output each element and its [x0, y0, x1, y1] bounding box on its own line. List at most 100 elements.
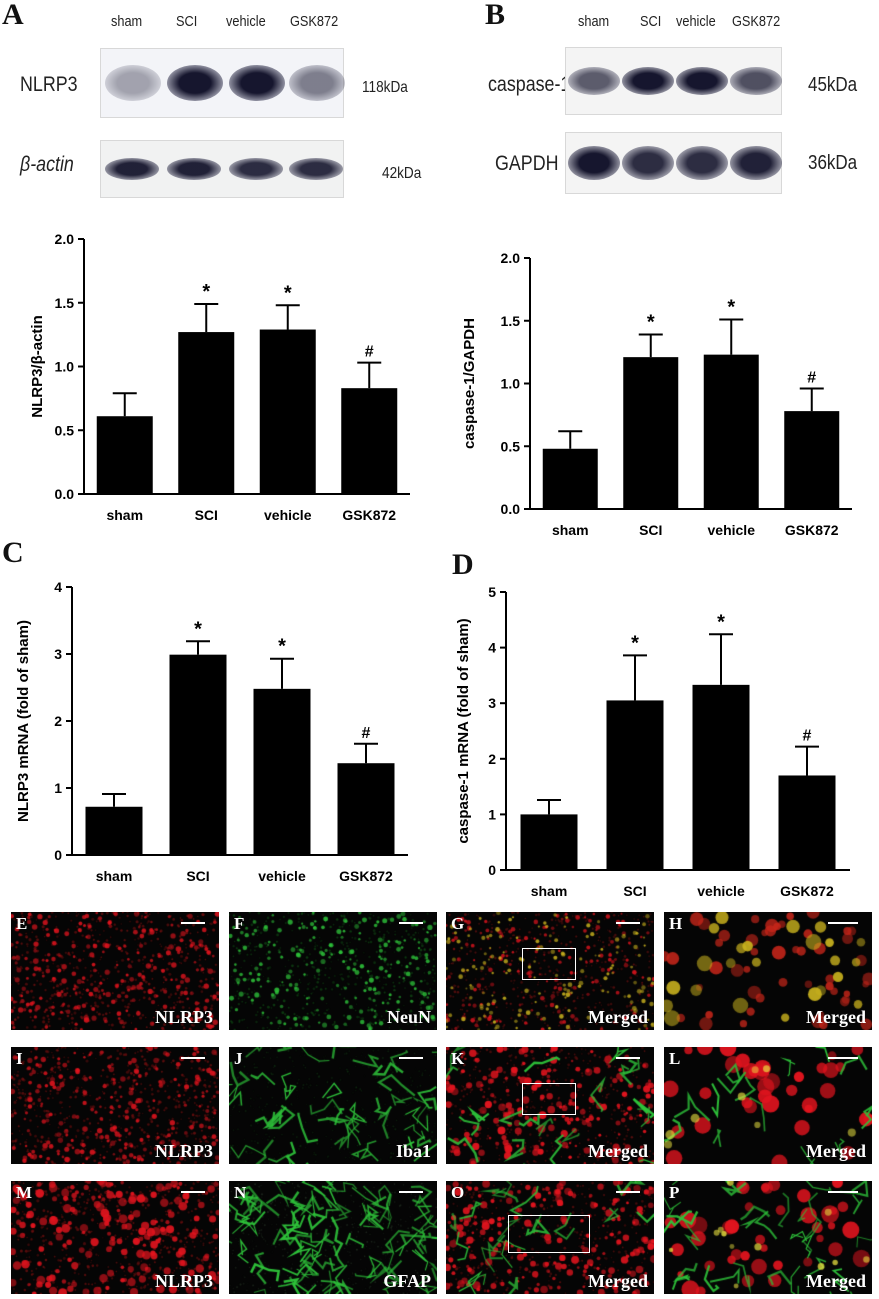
micrograph-image	[446, 912, 654, 1030]
micrograph-letter: H	[669, 914, 683, 933]
y-tick-label: 1.0	[55, 359, 75, 375]
y-tick-label: 0.0	[55, 486, 75, 502]
micrograph-h: H Merged	[664, 912, 872, 1030]
blot-a-kda-2: 42kDa	[382, 165, 422, 182]
micrograph-o: O Merged	[446, 1181, 654, 1294]
micrograph-letter: E	[16, 914, 28, 933]
micrograph-letter: F	[234, 914, 245, 933]
micrograph-image	[664, 1181, 872, 1294]
scale-bar	[828, 1191, 858, 1193]
x-tick-label-vehicle: vehicle	[708, 522, 756, 538]
scale-bar	[399, 1191, 423, 1193]
x-tick-label-sham: sham	[552, 522, 589, 538]
micrograph-stain-label: NLRP3	[155, 1271, 213, 1291]
bar-sham	[96, 416, 153, 494]
scale-bar	[616, 1191, 640, 1193]
y-axis-label: NLRP3 mRNA (fold of sham)	[15, 620, 32, 822]
x-tick-label-GSK872: GSK872	[785, 522, 839, 538]
x-tick-label-SCI: SCI	[639, 522, 662, 538]
micrograph-letter: G	[451, 914, 465, 933]
micrograph-l: L Merged	[664, 1047, 872, 1164]
panel-label-c: C	[2, 536, 24, 569]
significance-SCI: *	[647, 312, 655, 334]
significance-SCI: *	[631, 632, 639, 654]
bar-sham	[542, 448, 598, 509]
micrograph-stain-label: Merged	[806, 1271, 866, 1291]
blot-b-lane-sham: sham	[578, 13, 610, 30]
bar-vehicle	[259, 329, 316, 494]
blot-b-lane-gsk872: GSK872	[732, 13, 781, 30]
blot-b-lane-vehicle: vehicle	[676, 13, 716, 30]
blot-band	[167, 158, 221, 180]
bar-SCI	[606, 700, 664, 870]
panel-label-a: A	[2, 0, 24, 31]
micrograph-stain-label: Merged	[588, 1271, 648, 1291]
blot-b-kda-2: 36kDa	[808, 152, 858, 174]
micrograph-image	[446, 1181, 654, 1294]
scale-bar	[828, 922, 858, 924]
significance-SCI: *	[202, 281, 210, 303]
micrograph-f: F NeuN	[229, 912, 437, 1030]
significance-GSK872: #	[807, 370, 816, 387]
blot-a-lane-sham: sham	[111, 13, 143, 30]
blot-band	[105, 158, 159, 180]
micrograph-letter: J	[234, 1049, 243, 1068]
y-tick-label: 0	[54, 847, 62, 863]
blot-band	[167, 65, 223, 101]
bar-sham	[85, 806, 143, 855]
bar-SCI	[169, 654, 227, 855]
y-tick-label: 1.0	[501, 376, 521, 392]
micrograph-stain-label: Merged	[806, 1007, 866, 1027]
micrograph-g: G Merged	[446, 912, 654, 1030]
micrograph-j: J Iba1	[229, 1047, 437, 1164]
blot-band	[676, 67, 728, 95]
blot-band	[622, 146, 674, 180]
y-tick-label: 4	[488, 640, 496, 656]
micrograph-stain-label: Iba1	[395, 1141, 431, 1161]
micrograph-image	[11, 1181, 219, 1294]
significance-vehicle: *	[278, 636, 286, 658]
x-tick-label-sham: sham	[106, 507, 143, 523]
y-tick-label: 2.0	[501, 250, 521, 266]
micrograph-image	[11, 1047, 219, 1164]
micrograph-n: N GFAP	[229, 1181, 437, 1294]
micrograph-letter: O	[451, 1183, 465, 1202]
blot-b-protein-1: caspase-1	[488, 73, 571, 96]
x-tick-label-GSK872: GSK872	[342, 507, 396, 523]
significance-GSK872: #	[365, 344, 374, 361]
bar-sham	[520, 814, 578, 870]
micrograph-i: I NLRP3	[11, 1047, 219, 1164]
blot-a-protein-2: β-actin	[20, 153, 74, 177]
blot-band	[229, 65, 285, 101]
blot-a-protein-1: NLRP3	[20, 73, 78, 96]
blot-a-lane-vehicle: vehicle	[226, 13, 266, 30]
micrograph-stain-label: Merged	[588, 1141, 648, 1161]
y-axis-label: caspase-1 mRNA (fold of sham)	[455, 618, 472, 843]
y-tick-label: 1.5	[55, 295, 75, 311]
blot-b-kda-1: 45kDa	[808, 74, 858, 96]
micrograph-k: K Merged	[446, 1047, 654, 1164]
significance-GSK872: #	[362, 725, 371, 742]
significance-vehicle: *	[727, 296, 735, 318]
scale-bar	[399, 1057, 423, 1059]
y-tick-label: 0.0	[501, 501, 521, 517]
scale-bar	[181, 1191, 205, 1193]
micrograph-stain-label: GFAP	[383, 1271, 431, 1291]
y-tick-label: 4	[54, 579, 62, 595]
y-axis-label: caspase-1/GAPDH	[461, 318, 478, 449]
y-tick-label: 3	[54, 646, 62, 662]
y-tick-label: 2	[488, 751, 496, 767]
x-tick-label-GSK872: GSK872	[780, 883, 834, 899]
chart-b: 0.0 0.5 1.0 1.5 2.0 caspase-1/GAPDH sham * SCI * v…	[461, 250, 852, 538]
bar-SCI	[178, 332, 235, 494]
blot-band	[229, 158, 283, 180]
bar-SCI	[623, 357, 679, 509]
significance-GSK872: #	[803, 728, 812, 745]
blot-b-strip-2	[565, 132, 782, 194]
micrograph-letter: P	[669, 1183, 680, 1202]
roi-box	[522, 1083, 576, 1115]
blot-band	[622, 67, 674, 95]
panel-label-b: B	[485, 0, 506, 31]
x-tick-label-SCI: SCI	[623, 883, 646, 899]
micrograph-stain-label: Merged	[806, 1141, 866, 1161]
